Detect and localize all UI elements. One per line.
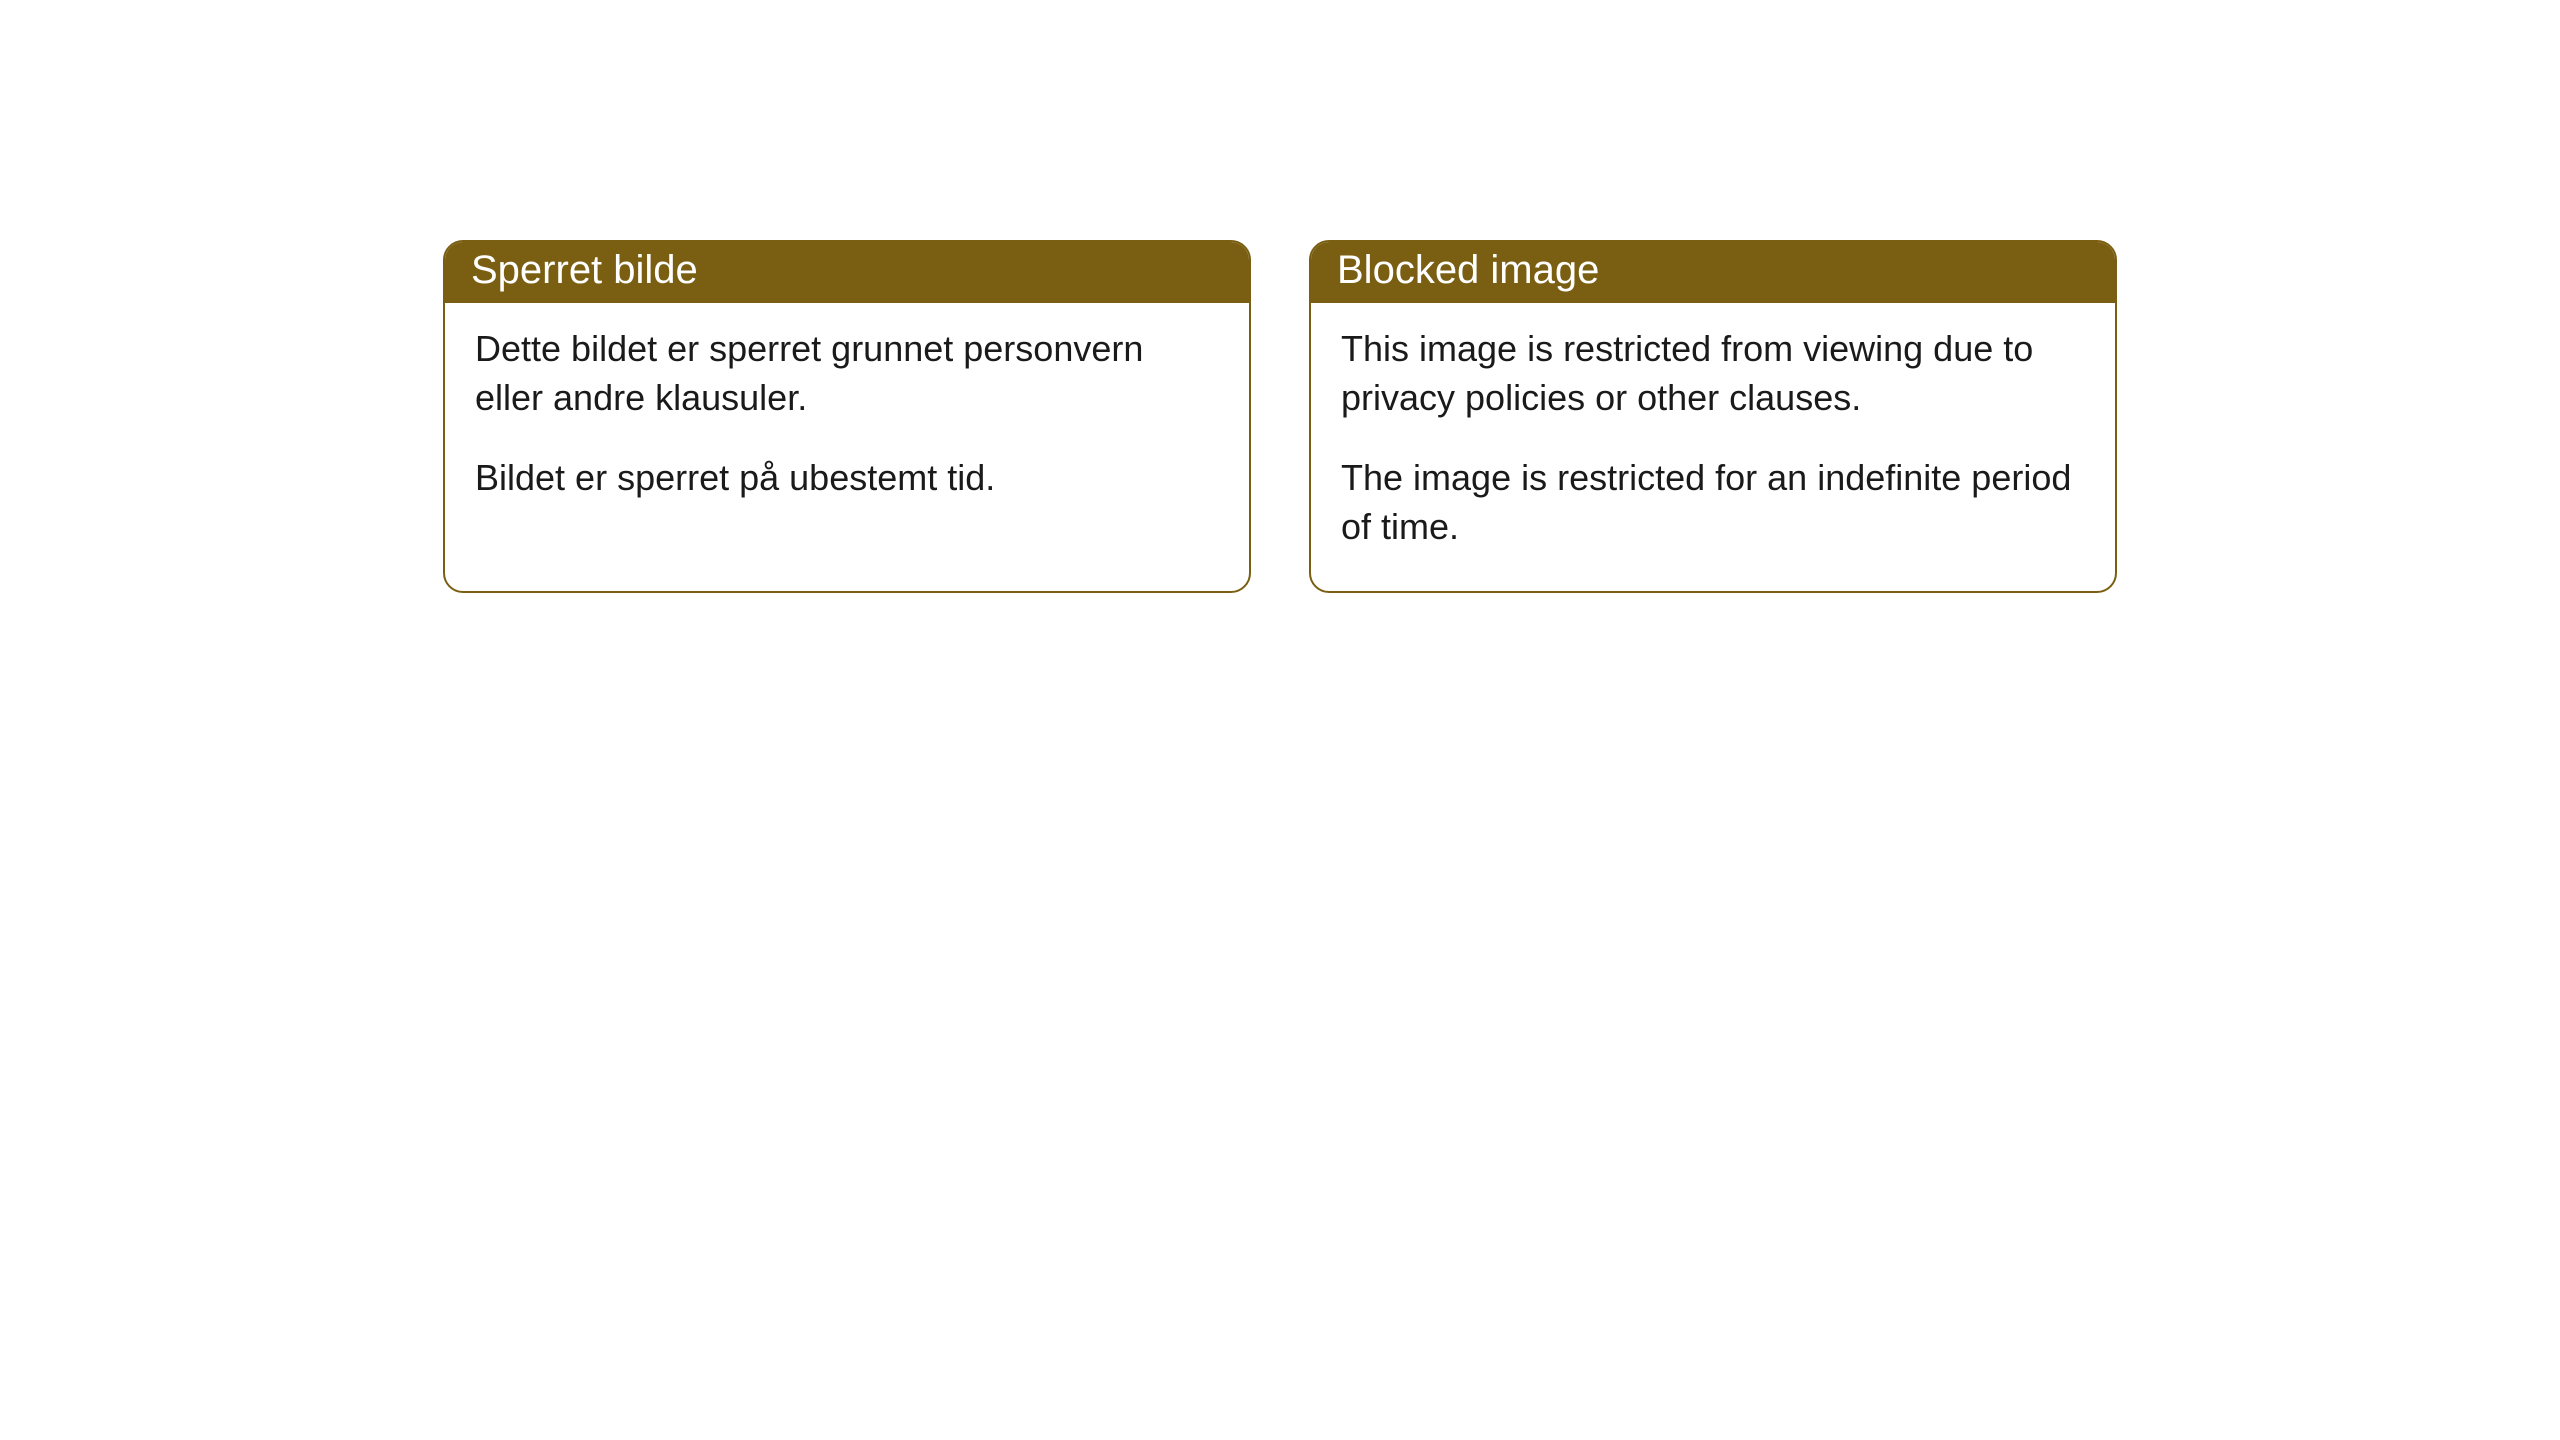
card-body-en: This image is restricted from viewing du… xyxy=(1311,303,2115,591)
card-header-en: Blocked image xyxy=(1311,242,2115,303)
blocked-image-card-en: Blocked image This image is restricted f… xyxy=(1309,240,2117,593)
card-header-no: Sperret bilde xyxy=(445,242,1249,303)
card-text-en-1: This image is restricted from viewing du… xyxy=(1341,325,2085,422)
card-body-no: Dette bildet er sperret grunnet personve… xyxy=(445,303,1249,543)
card-text-no-1: Dette bildet er sperret grunnet personve… xyxy=(475,325,1219,422)
card-text-no-2: Bildet er sperret på ubestemt tid. xyxy=(475,454,1219,503)
card-text-en-2: The image is restricted for an indefinit… xyxy=(1341,454,2085,551)
notice-cards-container: Sperret bilde Dette bildet er sperret gr… xyxy=(0,240,2560,593)
blocked-image-card-no: Sperret bilde Dette bildet er sperret gr… xyxy=(443,240,1251,593)
